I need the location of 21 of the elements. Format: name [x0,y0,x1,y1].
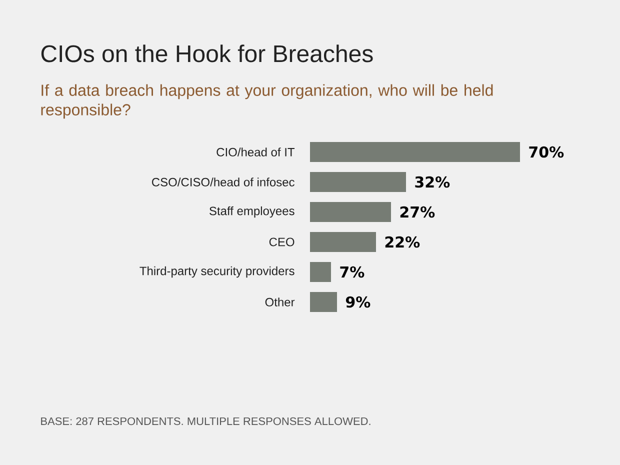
y-tick-label: CEO [269,238,294,246]
data-label: 9% [346,296,370,308]
chart-title: CIOs on the Hook for Breaches [41,44,373,62]
bar [310,172,406,192]
y-tick-label: Third-party security providers [140,266,294,278]
y-tick-label: Other [265,298,295,306]
data-label: 22% [385,236,420,248]
data-label: 7% [340,266,364,278]
bar [310,232,376,252]
bar [310,202,391,222]
bar [310,292,338,312]
data-label: 70% [529,146,564,158]
y-tick-label: CIO/head of IT [216,148,295,156]
text: BASE: 287 RESPONDENTS. MULTIPLE RESPONSES ALLOWED. [41,417,370,426]
y-tick-label: CSO/CISO/head of infosec [152,178,294,186]
chart-subtitle: If a data breach happens at your organization, who will be held responsible? [41,84,493,119]
bar [310,262,332,282]
bar [310,142,520,162]
y-tick-label: Staff employees [210,206,294,218]
data-label: 32% [415,176,450,188]
data-label: 27% [400,206,435,218]
